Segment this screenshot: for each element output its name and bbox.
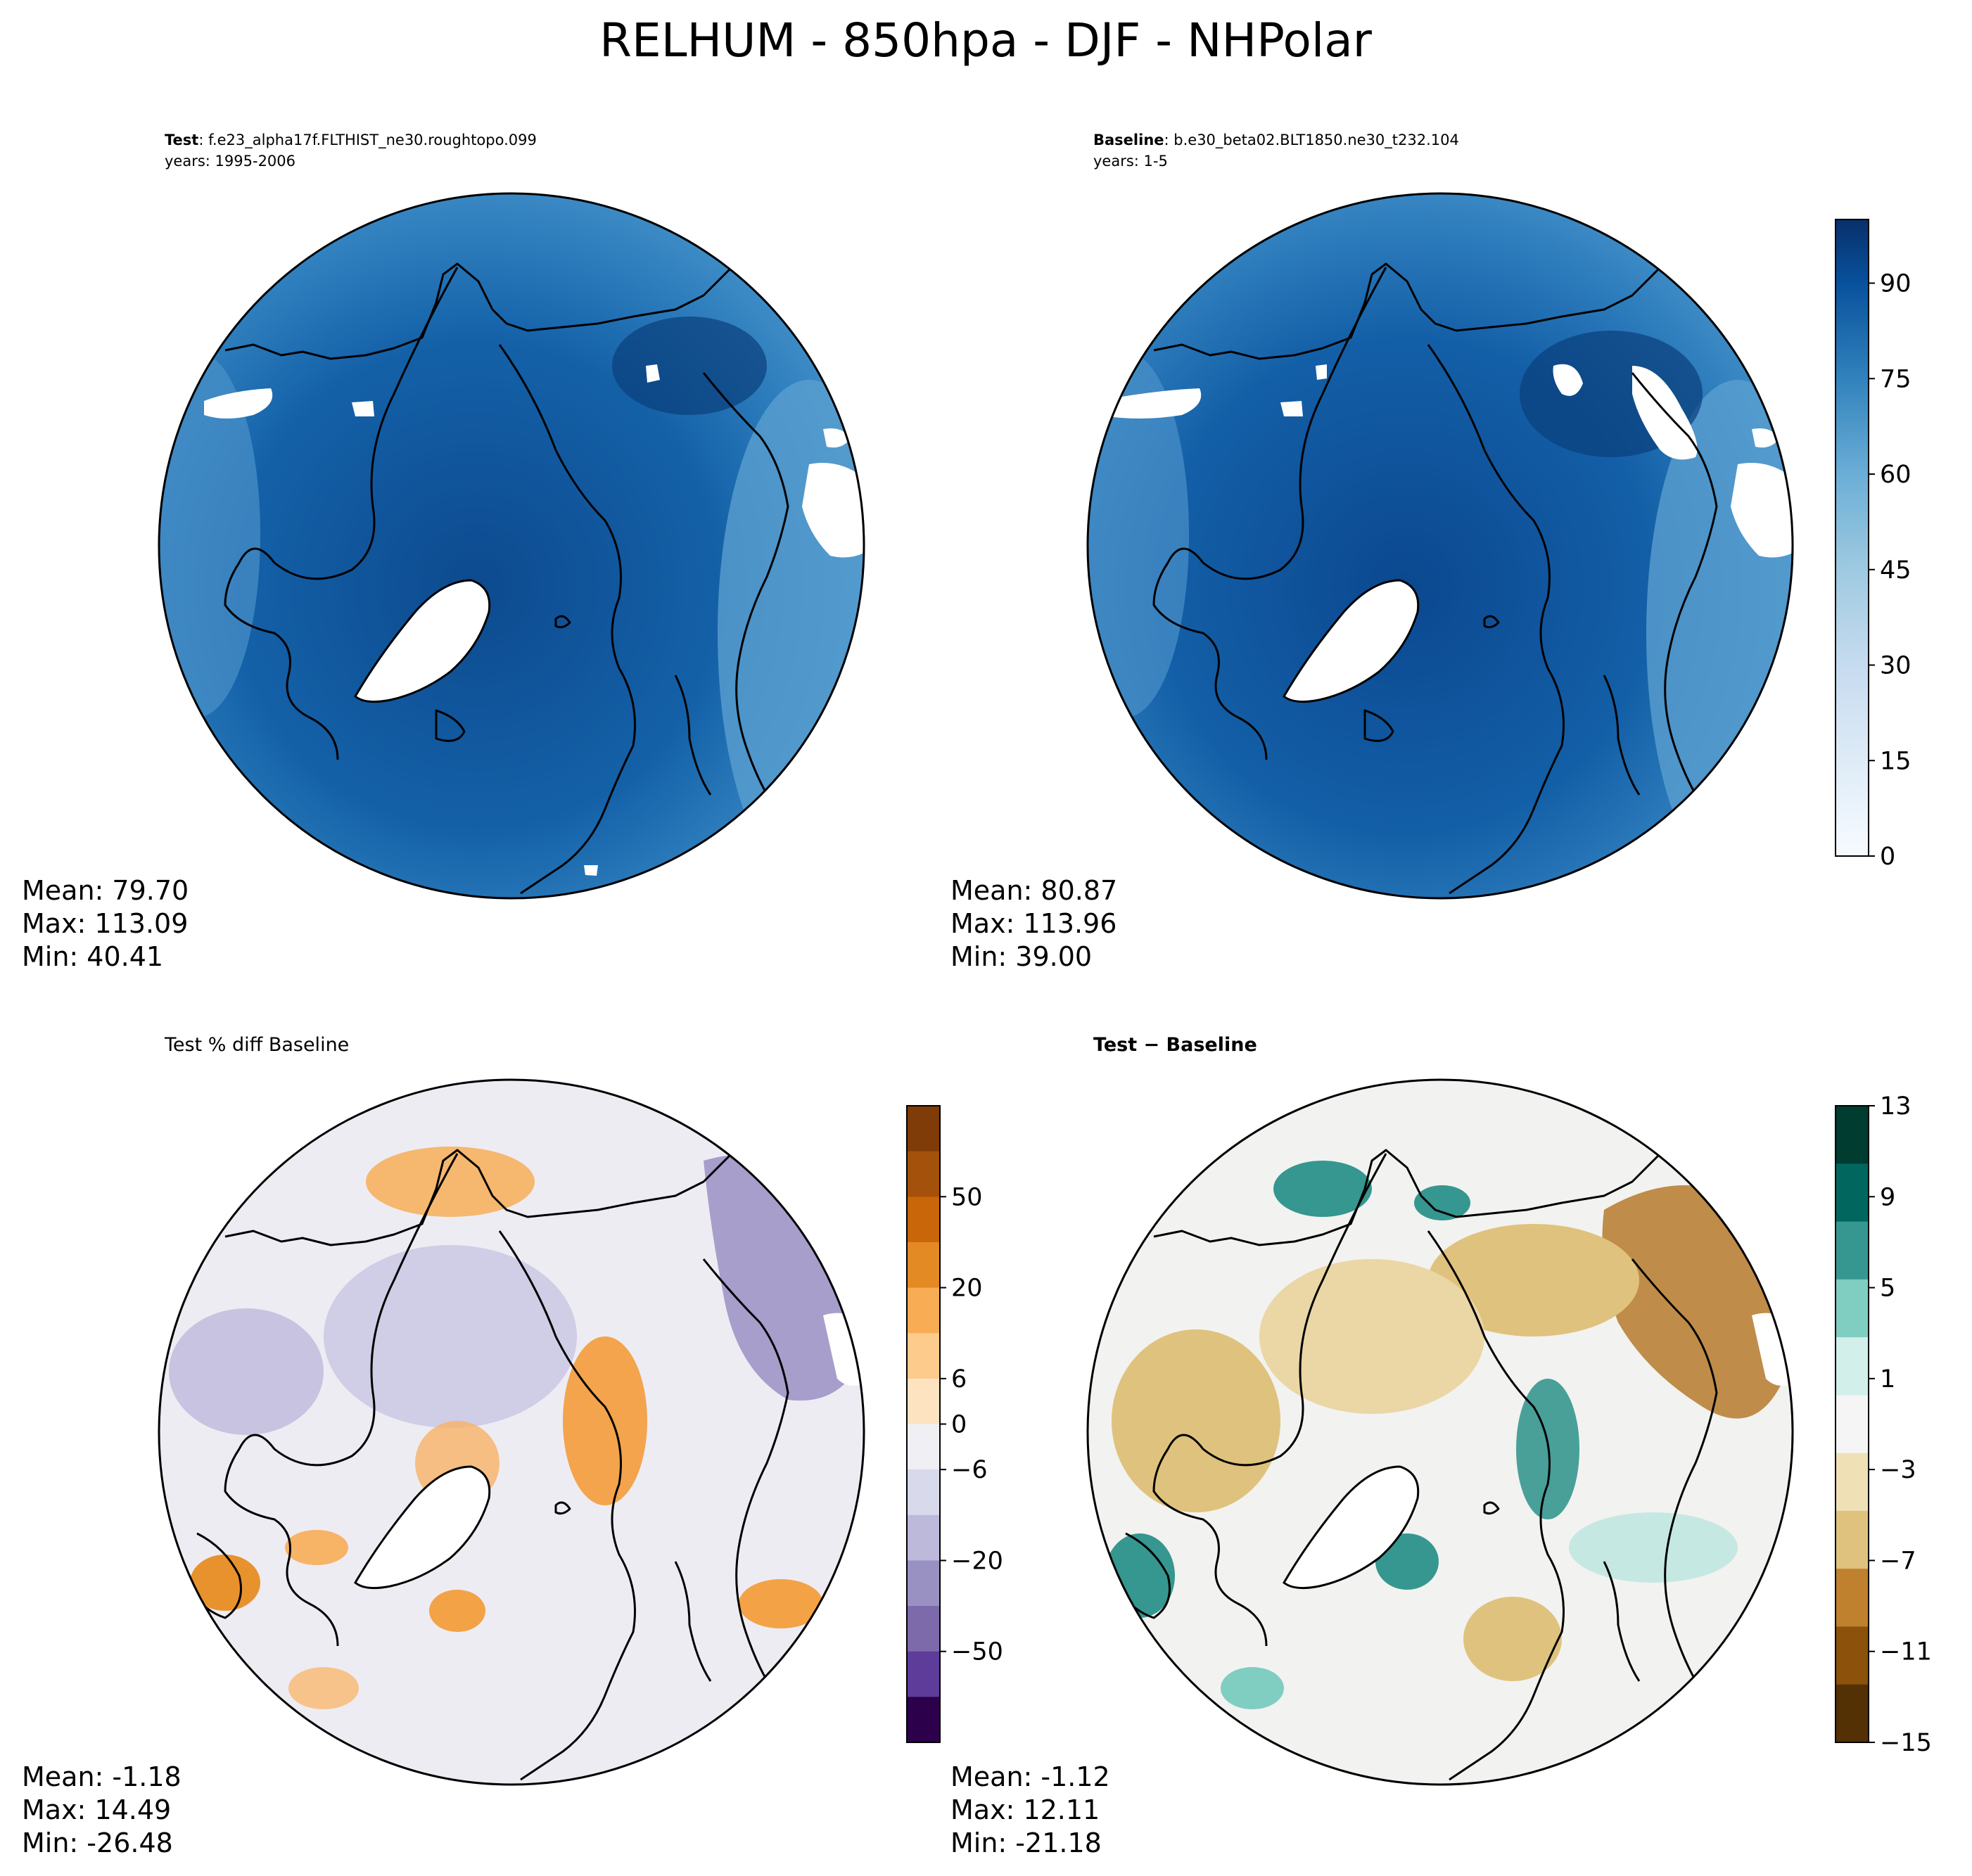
stats-diff-max: Max: 12.11 [950,1794,1100,1825]
colorbar-pct: 50 20 6 0 −6 −20 −50 [906,1105,1003,1743]
panel-baseline-title-rest: : b.e30_beta02.BLT1850.ne30_t232.104 [1164,132,1459,149]
map-pctdiff [159,1080,864,1785]
colorbar-pct-tick-label: 50 [951,1183,983,1211]
stats-pctdiff-mean: Mean: -1.18 [22,1761,182,1792]
colorbar-diff-frame [1835,1105,1869,1743]
colorbar-pct-band [907,1651,940,1697]
colorbar-diff-band [1836,1337,1869,1396]
panel-pctdiff: Test % diff Baseline [22,1034,865,1858]
colorbar-diff-tick-label: −3 [1880,1456,1916,1484]
panel-baseline-title: Baseline: b.e30_beta02.BLT1850.ne30_t232… [1093,132,1459,149]
colorbar-pct-tick-label: 6 [951,1365,967,1393]
colorbar-diff-band [1836,1395,1869,1454]
stats-pctdiff-min: Min: -26.48 [22,1827,173,1858]
colorbar-pct-band [907,1606,940,1652]
colorbar-diff-tick-label: 13 [1880,1092,1911,1121]
colorbar-pct-band [907,1197,940,1243]
colorbar-diff-tick-label: −15 [1880,1729,1932,1757]
colorbar-diff-tick-label: −7 [1880,1547,1916,1575]
colorbar-diff-band [1836,1279,1869,1338]
colorbar-main-tick-label: 0 [1880,843,1895,871]
stats-diff-min: Min: -21.18 [950,1827,1102,1858]
panel-test-title-bold: Test [165,132,198,148]
panel-baseline: Baseline: b.e30_beta02.BLT1850.ne30_t232… [950,132,1794,972]
colorbar-diff-ticks: 13 9 5 1 −3 −7 −11 −15 [1869,1092,1932,1757]
panel-diff-title: Test − Baseline [1093,1034,1257,1056]
map-pctdiff-boundary [158,1078,865,1786]
colorbar-main-tick-label: 75 [1880,365,1911,393]
colorbar-pct-band [907,1424,940,1470]
colorbar-diff-band [1836,1684,1869,1743]
colorbar-pct-band [907,1697,940,1743]
colorbar-main-tick-label: 45 [1880,556,1911,585]
colorbar-main-tick-label: 30 [1880,652,1911,680]
colorbar-pct-ticks: 50 20 6 0 −6 −20 −50 [940,1183,1003,1666]
stats-baseline-max: Max: 113.96 [950,908,1117,939]
stats-test-mean: Mean: 79.70 [22,875,189,906]
map-baseline-boundary [1086,192,1794,900]
colorbar-diff-band [1836,1510,1869,1569]
panel-test-years: years: 1995-2006 [165,153,295,170]
colorbar-diff-band [1836,1106,1869,1164]
colorbar-diff-band [1836,1221,1869,1280]
colorbar-pct-tick-label: −6 [951,1456,988,1484]
map-baseline [1088,193,1793,898]
map-diff [1088,1080,1793,1785]
stats-test-max: Max: 113.09 [22,908,188,939]
panel-pctdiff-title: Test % diff Baseline [164,1034,349,1056]
colorbar-pct-tick-label: 0 [951,1411,967,1439]
colorbar-pct-band [907,1242,940,1289]
colorbar-pct-band [907,1378,940,1424]
colorbar-pct-band [907,1333,940,1379]
colorbar-diff-tick-label: −11 [1880,1638,1932,1666]
figure-title: RELHUM - 850hpa - DJF - NHPolar [599,13,1373,68]
colorbar-diff-tick-label: 1 [1880,1365,1895,1393]
colorbar-main-ticks: 90 75 60 45 30 15 0 [1869,270,1911,871]
stats-diff-mean: Mean: -1.12 [950,1761,1110,1792]
colorbar-diff-band [1836,1626,1869,1685]
map-test-boundary [158,192,865,900]
colorbar-diff-tick-label: 9 [1880,1183,1895,1211]
map-diff-boundary [1086,1078,1794,1786]
panel-baseline-title-bold: Baseline [1093,132,1164,148]
colorbar-pct-tick-label: −50 [951,1638,1003,1666]
stats-pctdiff-max: Max: 14.49 [22,1794,171,1825]
colorbar-pct-tick-label: −20 [951,1547,1003,1575]
stats-test-min: Min: 40.41 [22,941,163,972]
map-test [159,193,864,898]
panel-test: Test: f.e23_alpha17f.FLTHIST_ne30.rought… [22,132,865,972]
panel-test-title-rest: : f.e23_alpha17f.FLTHIST_ne30.roughtopo.… [198,132,537,149]
colorbar-diff-band [1836,1453,1869,1512]
colorbar-main: 90 75 60 45 30 15 0 [1835,219,1911,871]
colorbar-diff: 13 9 5 1 −3 −7 −11 −15 [1835,1092,1932,1757]
colorbar-main-tick-label: 15 [1880,747,1911,775]
panel-test-title: Test: f.e23_alpha17f.FLTHIST_ne30.rought… [165,132,537,149]
colorbar-diff-tick-label: 5 [1880,1275,1895,1303]
colorbar-pct-band [907,1151,940,1197]
colorbar-pct-band [907,1469,940,1516]
colorbar-main-tick-label: 90 [1880,270,1911,298]
colorbar-diff-band [1836,1163,1869,1223]
stats-baseline-min: Min: 39.00 [950,941,1092,972]
colorbar-pct-bar [907,1106,940,1743]
colorbar-main-tick-label: 60 [1880,461,1911,489]
colorbar-pct-tick-label: 20 [951,1275,983,1303]
colorbar-main-bar [1835,219,1869,857]
colorbar-pct-band [907,1560,940,1607]
panel-diff: Test − Baseline [950,1034,1794,1858]
colorbar-diff-band [1836,1569,1869,1627]
stats-baseline-mean: Mean: 80.87 [950,875,1117,906]
colorbar-diff-bar [1836,1106,1869,1743]
colorbar-pct-band [907,1106,940,1152]
colorbar-pct-band [907,1287,940,1334]
panel-baseline-years: years: 1-5 [1093,153,1168,170]
colorbar-pct-band [907,1514,940,1561]
